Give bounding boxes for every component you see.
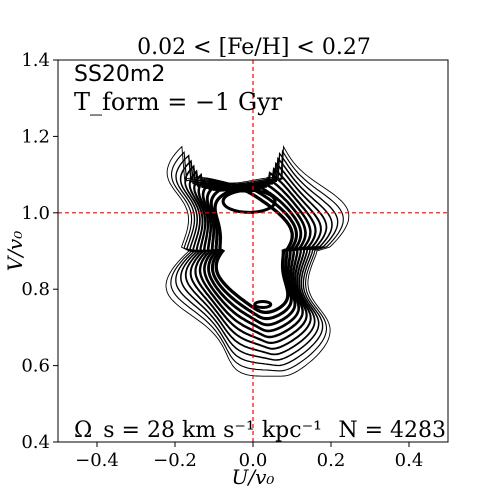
- x-axis-label: U/v₀: [232, 465, 275, 489]
- peak-contour-lower: [253, 299, 273, 309]
- contour-line: [197, 176, 312, 339]
- star-count: N = 4283: [338, 418, 446, 443]
- y-tick-label: 0.6: [21, 356, 50, 377]
- y-tick-label: 0.4: [21, 432, 50, 453]
- chart-title: 0.02 < [Fe/H] < 0.27: [137, 35, 371, 60]
- y-tick-label: 1.0: [21, 203, 50, 224]
- x-tick-label: −0.2: [153, 450, 197, 471]
- contour-lines: [165, 144, 350, 377]
- y-axis-ticks: 0.4 0.6 0.8 1.0 1.2 1.4: [21, 50, 58, 453]
- contour-line: [209, 187, 298, 321]
- contour-line: [205, 185, 303, 327]
- model-name: SS20m2: [74, 62, 165, 87]
- y-tick-label: 0.8: [21, 279, 50, 300]
- contour-line: [213, 189, 294, 315]
- x-tick-label: 0.2: [317, 450, 346, 471]
- y-axis-label: V/v₀: [3, 231, 27, 272]
- x-tick-label: 0.4: [395, 450, 424, 471]
- x-tick-label: 0.0: [239, 450, 268, 471]
- x-axis-ticks: −0.4 −0.2 0.0 0.2 0.4: [75, 442, 423, 471]
- y-tick-label: 1.2: [21, 126, 50, 147]
- pattern-speed: Ω_s = 28 km s⁻¹ kpc⁻¹: [74, 418, 322, 443]
- formation-time: T_form = −1 Gyr: [74, 88, 283, 116]
- contour-line: [184, 161, 328, 356]
- x-tick-label: −0.4: [75, 450, 119, 471]
- y-tick-label: 1.4: [21, 50, 50, 71]
